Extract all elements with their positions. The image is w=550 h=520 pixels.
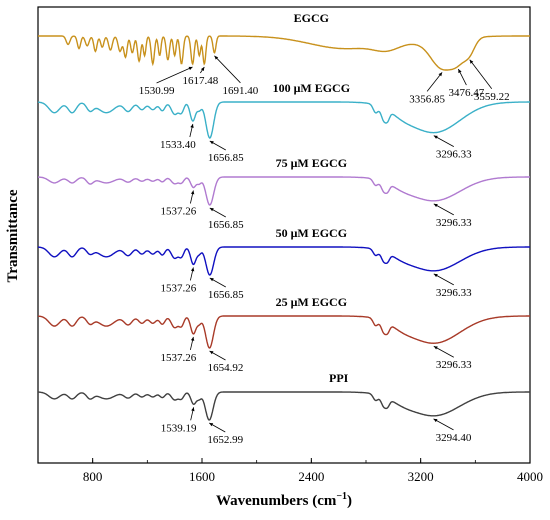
x-tick-label: 2400 bbox=[298, 469, 324, 484]
peak-label: 3296.33 bbox=[436, 149, 472, 161]
peak-label: 1654.92 bbox=[208, 362, 244, 374]
x-tick-label: 800 bbox=[83, 469, 103, 484]
peak-arrow bbox=[426, 72, 443, 92]
peak-label: 1691.40 bbox=[223, 85, 259, 97]
peak-arrowhead bbox=[209, 423, 214, 427]
peak-arrowhead bbox=[200, 67, 205, 71]
plot-frame bbox=[37, 6, 531, 464]
y-axis-title: Transmittance bbox=[5, 189, 21, 282]
series-name: 100 μM EGCG bbox=[273, 81, 350, 95]
peak-label: 3296.33 bbox=[436, 217, 472, 229]
x-tick-label: 3200 bbox=[408, 469, 434, 484]
peak-label: 1652.99 bbox=[207, 434, 243, 446]
series-name: 25 μM EGCG bbox=[276, 295, 347, 309]
peak-arrowhead bbox=[469, 59, 474, 64]
peak-label: 1533.40 bbox=[160, 139, 196, 151]
peak-label: 1537.26 bbox=[161, 206, 197, 218]
peak-arrow bbox=[433, 273, 454, 286]
peak-arrow bbox=[469, 59, 493, 90]
peak-label: 3296.33 bbox=[436, 359, 472, 371]
peak-arrow bbox=[214, 55, 241, 84]
peak-arrowhead bbox=[190, 190, 195, 195]
peak-label: 3559.22 bbox=[474, 91, 510, 103]
peak-label: 3296.33 bbox=[436, 287, 472, 299]
series-line bbox=[38, 35, 530, 71]
series-name: 50 μM EGCG bbox=[276, 226, 347, 240]
series-line bbox=[38, 391, 530, 421]
peak-label: 1656.85 bbox=[208, 152, 244, 164]
series-line bbox=[37, 101, 530, 139]
peak-arrowhead bbox=[188, 66, 193, 71]
peak-arrowhead bbox=[190, 124, 194, 128]
peak-arrow bbox=[433, 203, 454, 216]
peak-arrowhead bbox=[209, 141, 214, 145]
peak-label: 3294.40 bbox=[436, 432, 472, 444]
peak-label: 1537.26 bbox=[161, 352, 197, 364]
peak-label: 1537.26 bbox=[161, 282, 197, 294]
peak-arrowhead bbox=[458, 69, 462, 74]
peak-annotations: EGCG1530.991617.481691.403356.853476.473… bbox=[139, 11, 510, 446]
series-line bbox=[38, 246, 530, 276]
peak-arrow bbox=[433, 345, 454, 358]
x-axis-ticks: 800 1600 2400 3200 4000 bbox=[37, 458, 543, 484]
series-line bbox=[37, 315, 530, 349]
peak-arrowhead bbox=[433, 273, 438, 278]
peak-arrowhead bbox=[214, 55, 219, 60]
peak-arrowhead bbox=[190, 336, 195, 341]
series-name: 75 μM EGCG bbox=[276, 156, 347, 170]
peak-arrowhead bbox=[209, 208, 214, 212]
peak-label: 3476.47 bbox=[449, 87, 485, 99]
series-name: EGCG bbox=[294, 11, 329, 25]
peak-arrow bbox=[156, 66, 193, 84]
peak-label: 1656.85 bbox=[208, 289, 244, 301]
x-tick-label: 4000 bbox=[517, 469, 543, 484]
x-axis-title: Wavenumbers (cm−1) bbox=[216, 491, 352, 509]
peak-label: 1617.48 bbox=[182, 75, 218, 87]
x-tick-label: 1600 bbox=[189, 469, 215, 484]
peak-arrowhead bbox=[191, 407, 195, 412]
peak-arrow bbox=[433, 418, 454, 431]
peak-label: 1656.85 bbox=[208, 219, 244, 231]
peak-label: 1539.19 bbox=[161, 422, 197, 434]
peak-arrowhead bbox=[209, 278, 214, 282]
series-name: PPI bbox=[329, 371, 349, 385]
spectra bbox=[37, 35, 530, 421]
peak-label: 1530.99 bbox=[139, 85, 175, 97]
peak-arrowhead bbox=[433, 135, 438, 139]
peak-arrowhead bbox=[209, 351, 214, 355]
peak-arrowhead bbox=[438, 72, 443, 77]
peak-arrowhead bbox=[433, 203, 438, 208]
peak-arrow bbox=[433, 135, 454, 148]
series-line bbox=[38, 176, 530, 206]
peak-arrowhead bbox=[433, 346, 438, 350]
peak-arrowhead bbox=[190, 267, 195, 272]
peak-arrowhead bbox=[433, 418, 438, 423]
peak-label: 3356.85 bbox=[409, 93, 445, 105]
